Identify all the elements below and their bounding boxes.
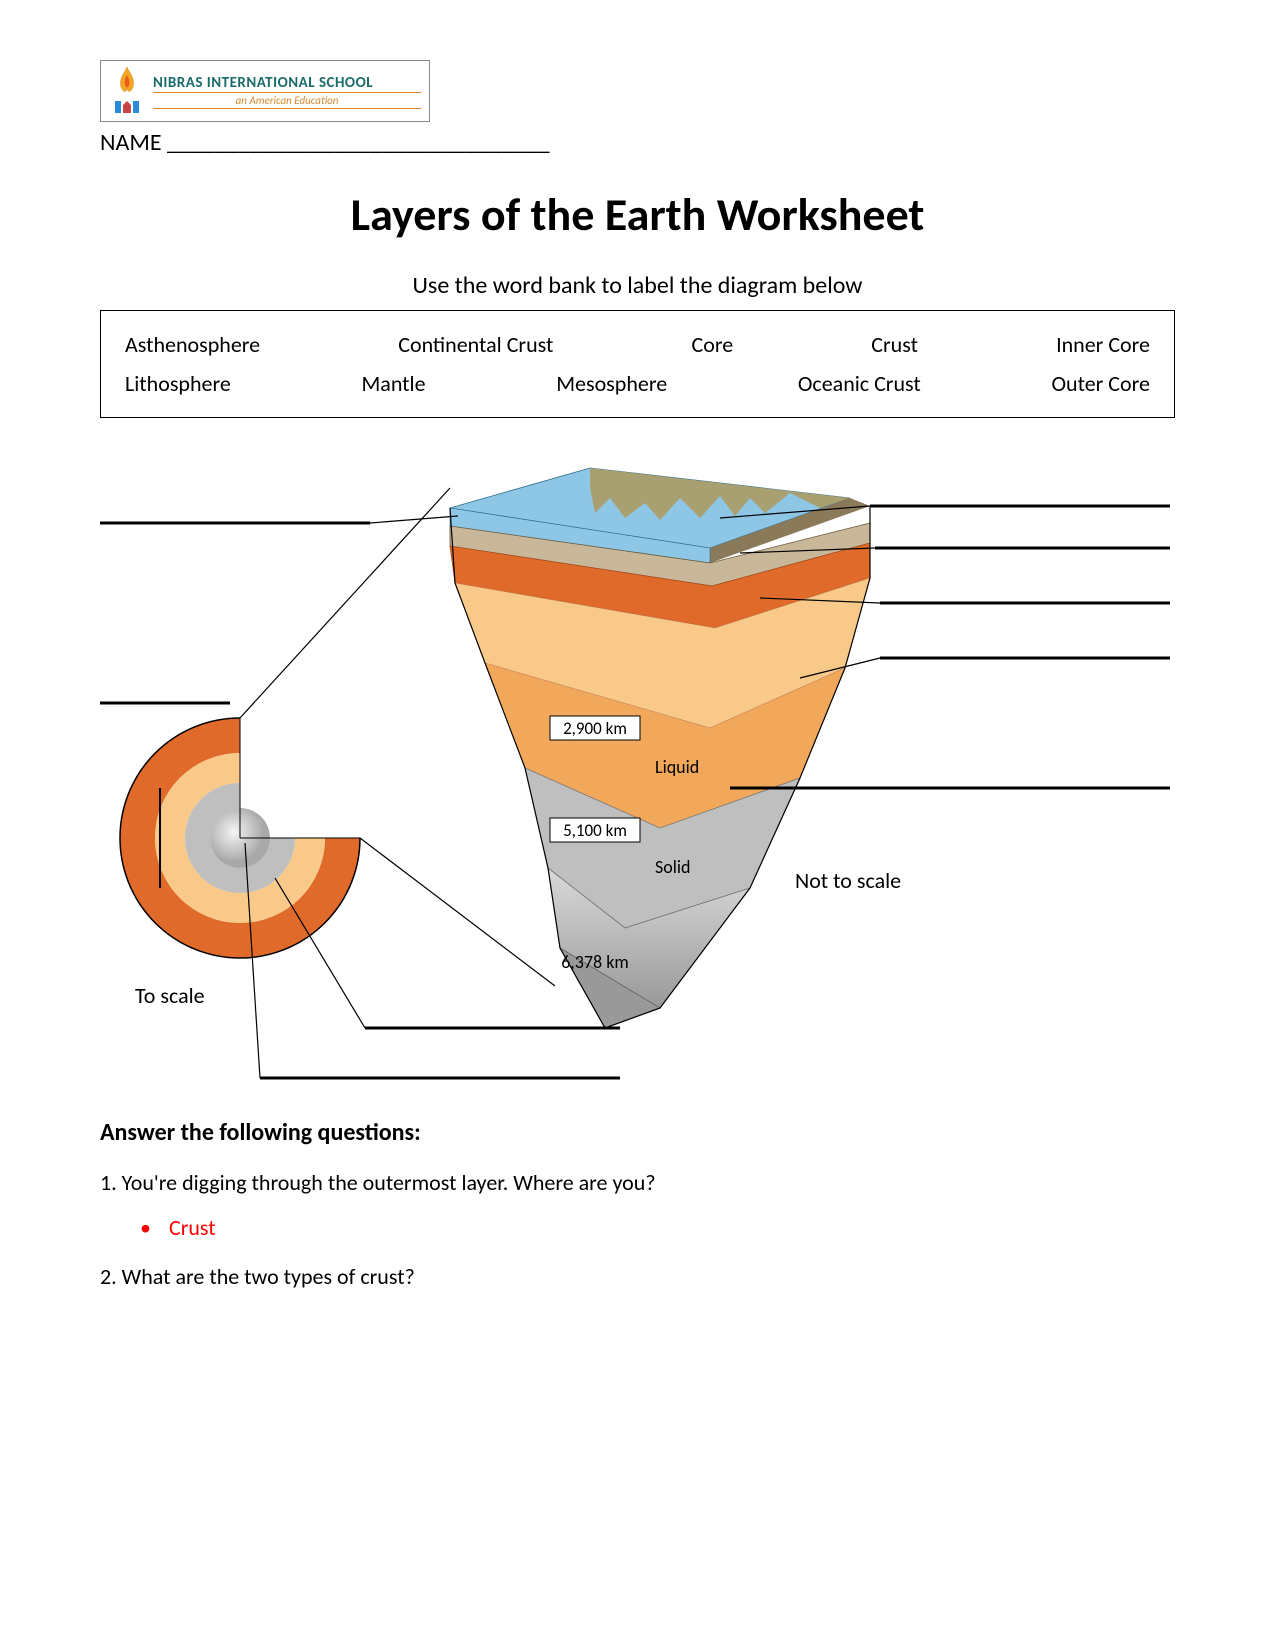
logo-title: NIBRAS INTERNATIONAL SCHOOL xyxy=(153,74,421,92)
not-to-scale-label: Not to scale xyxy=(795,867,901,894)
wordbank-row-2: Lithosphere Mantle Mesosphere Oceanic Cr… xyxy=(125,364,1150,403)
word-bank: Asthenosphere Continental Crust Core Cru… xyxy=(100,310,1175,418)
flame-icon xyxy=(109,65,145,117)
name-field-label[interactable]: NAME ________________________________ xyxy=(100,128,1175,157)
wb-item: Crust xyxy=(871,331,918,358)
wb-item: Continental Crust xyxy=(398,331,553,358)
wb-item: Mesosphere xyxy=(556,370,667,397)
wb-item: Core xyxy=(692,331,734,358)
question-2: 2. What are the two types of crust? xyxy=(100,1263,1175,1290)
solid-label: Solid xyxy=(655,856,690,878)
globe-cutaway xyxy=(120,718,360,958)
page-title: Layers of the Earth Worksheet xyxy=(100,187,1175,243)
question-1: 1. You're digging through the outermost … xyxy=(100,1169,1175,1196)
depth-6378: 6,378 km xyxy=(561,951,629,973)
school-logo: NIBRAS INTERNATIONAL SCHOOL an American … xyxy=(100,60,430,122)
instructions: Use the word bank to label the diagram b… xyxy=(100,271,1175,300)
wb-item: Lithosphere xyxy=(125,370,231,397)
earth-layers-diagram: To scale xyxy=(100,448,1175,1088)
questions-heading: Answer the following questions: xyxy=(100,1118,1175,1147)
wb-item: Inner Core xyxy=(1056,331,1150,358)
page: NIBRAS INTERNATIONAL SCHOOL an American … xyxy=(0,0,1275,1651)
wb-item: Oceanic Crust xyxy=(798,370,921,397)
logo-subtitle: an American Education xyxy=(153,92,421,109)
to-scale-label: To scale xyxy=(135,982,205,1009)
wb-item: Mantle xyxy=(361,370,425,397)
depth-2900: 2,900 km xyxy=(563,718,627,739)
wb-item: Asthenosphere xyxy=(125,331,260,358)
wb-item: Outer Core xyxy=(1051,370,1150,397)
answer-1: Crust xyxy=(140,1214,1175,1241)
liquid-label: Liquid xyxy=(655,756,699,778)
wordbank-row-1: Asthenosphere Continental Crust Core Cru… xyxy=(125,325,1150,364)
depth-5100: 5,100 km xyxy=(563,820,627,841)
layers-wedge: 2,900 km 5,100 km 6,378 km Liquid Solid xyxy=(450,468,870,1028)
